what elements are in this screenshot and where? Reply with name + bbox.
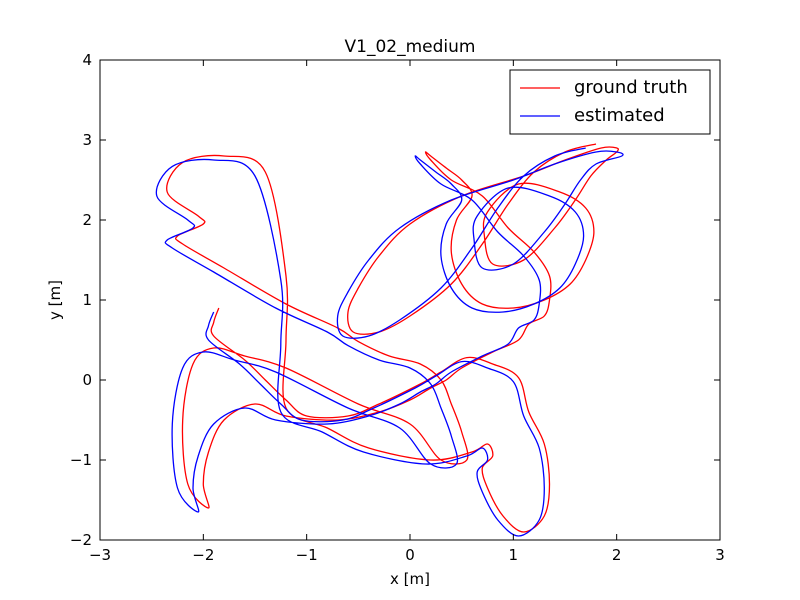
y-tick-label: 3 [82, 131, 92, 149]
legend-box [509, 69, 711, 135]
chart-title: V1_02_medium [345, 37, 476, 57]
legend: ground truth estimated [509, 69, 711, 135]
y-tick-label: −2 [70, 531, 92, 549]
y-tick-label: −1 [70, 451, 92, 469]
x-axis-label: x [m] [390, 570, 430, 588]
y-tick-label: 2 [82, 211, 92, 229]
x-tick-label: 0 [405, 546, 415, 564]
y-tick-label: 4 [82, 51, 92, 69]
x-tick-label: −2 [192, 546, 214, 564]
series-line-ground-truth [166, 143, 619, 533]
legend-label-ground-truth: ground truth [574, 77, 688, 98]
x-tick-label: 2 [612, 546, 622, 564]
x-tick-label: 1 [509, 546, 519, 564]
x-tick-label: −1 [296, 546, 318, 564]
y-tick-label: 0 [82, 371, 92, 389]
legend-label-estimated: estimated [574, 105, 665, 126]
y-axis-label: y [m] [46, 280, 64, 320]
y-tick-label: 1 [82, 291, 92, 309]
series-layer [155, 143, 624, 537]
series-line-estimated [155, 147, 624, 537]
x-tick-label: 3 [715, 546, 725, 564]
x-tick-label: −3 [89, 546, 111, 564]
